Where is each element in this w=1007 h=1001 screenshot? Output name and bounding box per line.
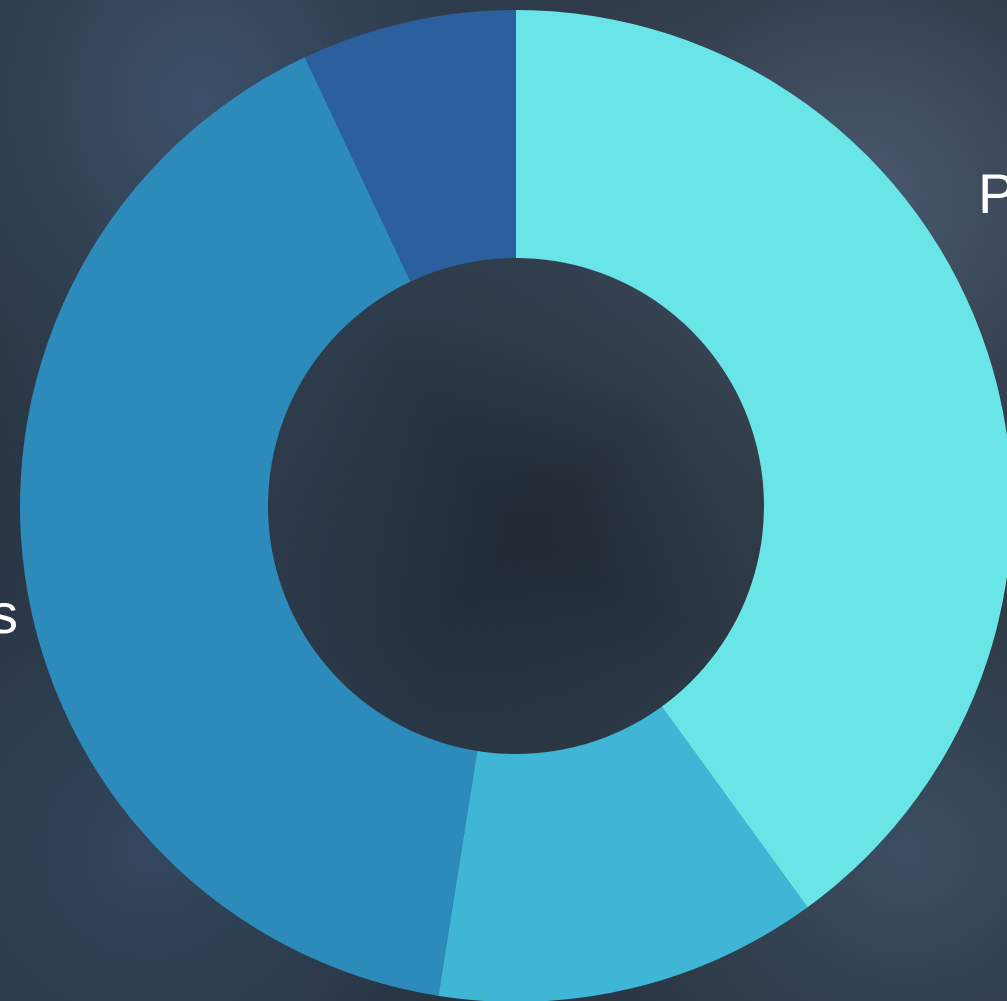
slice-label-left: s <box>0 582 18 645</box>
slice-label-right: P <box>978 162 1007 225</box>
donut-slice-2 <box>438 706 808 1001</box>
donut-slice-4 <box>304 10 516 282</box>
donut-slice-1 <box>516 10 1007 908</box>
donut-slice-3 <box>19 57 478 996</box>
